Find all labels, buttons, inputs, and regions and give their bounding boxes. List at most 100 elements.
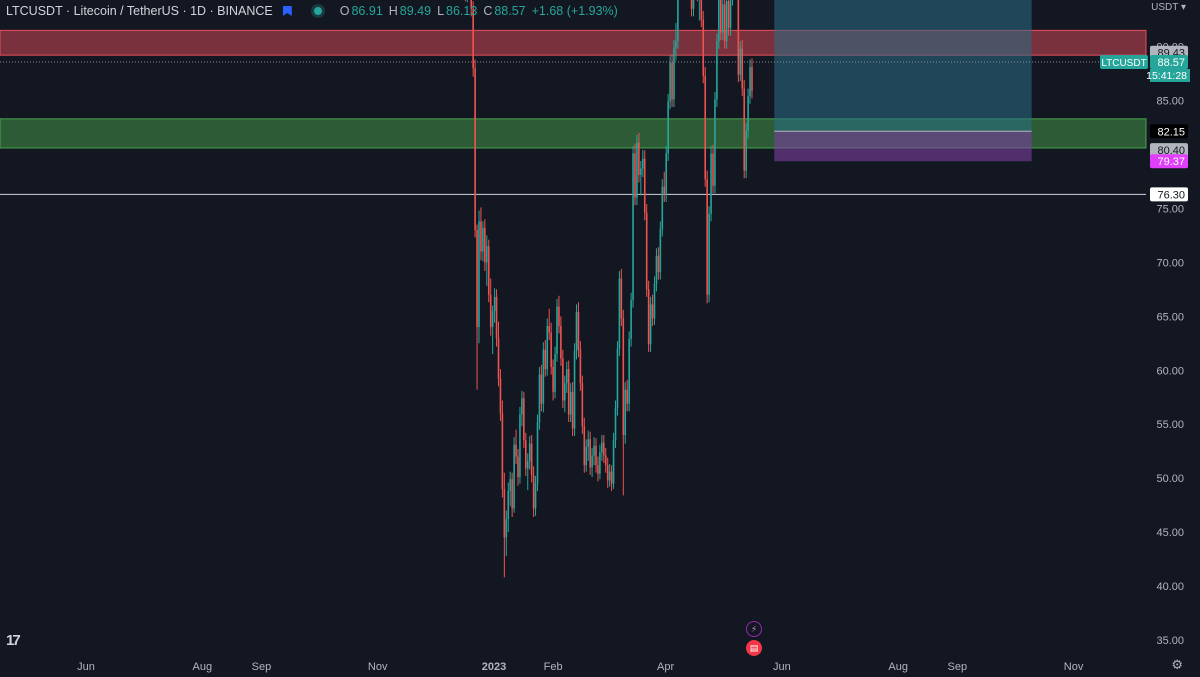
candle-body <box>548 326 550 333</box>
price-badge-bg <box>1150 124 1188 139</box>
position-target-area[interactable] <box>774 0 1032 132</box>
candle-body <box>601 442 603 453</box>
candle-body <box>614 408 617 441</box>
candle-body <box>472 8 474 69</box>
candle-body <box>702 19 705 76</box>
long-position-tool[interactable] <box>774 0 1032 162</box>
candle-body <box>603 442 605 456</box>
low-label: L <box>437 4 445 18</box>
candle-body <box>521 398 523 415</box>
candle-body <box>700 0 703 20</box>
candle-body <box>622 318 625 435</box>
candle-body <box>638 142 640 175</box>
candle-body <box>487 246 490 295</box>
y-tick-label: 85.00 <box>1156 96 1184 108</box>
candle-body <box>591 455 593 468</box>
candle-body <box>640 168 642 175</box>
line-price-badge-bg <box>1150 54 1188 69</box>
candle-body <box>651 304 654 319</box>
y-tick-label: 75.00 <box>1156 203 1184 215</box>
candle-body <box>642 158 644 169</box>
market-status-icon[interactable] <box>313 7 322 15</box>
candle-body <box>528 443 531 461</box>
candle-body <box>536 422 539 484</box>
horizontal-lines[interactable] <box>0 0 1146 195</box>
candle-body <box>630 300 632 339</box>
y-tick-label: 55.00 <box>1156 419 1184 431</box>
open-value: 86.91 <box>351 4 383 18</box>
candle-body <box>655 255 658 284</box>
countdown-bg <box>1150 68 1190 82</box>
candle-body <box>669 62 671 102</box>
price-badge: 82.15 <box>1157 126 1185 138</box>
x-tick-label: Apr <box>657 661 674 673</box>
candle-body <box>716 41 718 100</box>
y-tick-label: 65.00 <box>1156 311 1184 323</box>
candle-body <box>645 212 648 290</box>
close-label: C <box>483 4 493 18</box>
last-price-tag-bg <box>1100 54 1148 69</box>
x-tick-label: Nov <box>368 661 388 673</box>
bar-countdown: 15:41:28 <box>1146 70 1187 82</box>
us-flag-icon[interactable]: ▤ <box>746 640 762 656</box>
candle-body <box>511 479 513 509</box>
candle-body <box>587 439 589 447</box>
candle-body <box>595 445 597 466</box>
candle-body <box>714 99 716 186</box>
candle-body <box>712 153 714 186</box>
candle-body <box>720 0 722 33</box>
candle-body <box>540 374 543 404</box>
candle-body <box>667 101 669 154</box>
x-tick-label: Feb <box>544 661 563 673</box>
candle-body <box>509 479 511 492</box>
candle-body <box>610 471 613 484</box>
candle-body <box>534 483 537 509</box>
price-axis[interactable]: 35.00 40.00 45.00 50.00 55.00 60.00 65.00 70.00… <box>1156 42 1184 647</box>
flash-icon[interactable]: ⚡ <box>746 621 762 637</box>
candle-body <box>675 41 677 48</box>
candle-body <box>515 444 517 457</box>
x-tick-label: Jun <box>77 661 95 673</box>
candle-body <box>556 306 558 355</box>
candle-body <box>558 306 560 327</box>
currency-unit-dropdown[interactable]: USDT ▾ <box>1151 2 1186 13</box>
candle-body <box>628 338 630 404</box>
gear-icon[interactable]: ⚙ <box>1171 657 1183 672</box>
candle-body <box>538 374 541 423</box>
tradingview-logo[interactable]: 17 <box>6 632 21 649</box>
position-stop-area[interactable] <box>774 131 1032 162</box>
last-price-symbol-tag: LTCUSDT <box>1101 58 1146 69</box>
candle-body <box>657 255 660 273</box>
candle-body <box>565 369 568 384</box>
candle-body <box>704 75 706 180</box>
flag-icon[interactable] <box>282 6 292 16</box>
line-price-badge: 76.30 <box>1157 189 1185 201</box>
high-value: 89.49 <box>399 4 432 18</box>
candle-body <box>737 0 740 75</box>
candle-body <box>626 389 628 404</box>
candle-body <box>470 0 472 9</box>
candle-body <box>690 0 693 9</box>
candle-body <box>501 413 504 489</box>
candle-body <box>493 296 496 311</box>
candle-body <box>708 213 710 295</box>
candle-body <box>673 47 675 100</box>
symbol-legend: LTCUSDT · Litecoin / TetherUS · 1D · BIN… <box>6 3 618 19</box>
y-tick-label: 50.00 <box>1156 473 1184 485</box>
candle-body <box>573 350 576 429</box>
y-tick-label: 35.00 <box>1156 635 1184 647</box>
candle-body <box>723 4 726 42</box>
time-axis[interactable]: Jun Aug Sep Nov 2023 Feb Apr Jun Aug Sep Nov <box>77 661 1084 673</box>
x-tick-label: Aug <box>888 661 908 673</box>
price-badge: 80.40 <box>1157 145 1185 157</box>
candle-body <box>612 440 615 484</box>
candle-body <box>636 142 638 198</box>
candle-body <box>624 389 627 435</box>
y-tick-label: 40.00 <box>1156 581 1184 593</box>
candle-body <box>608 471 611 481</box>
candle-body <box>478 221 480 328</box>
candle-body <box>544 349 547 370</box>
candle-body <box>579 349 582 384</box>
symbol-title[interactable]: LTCUSDT · Litecoin / TetherUS · 1D · BIN… <box>6 4 273 18</box>
